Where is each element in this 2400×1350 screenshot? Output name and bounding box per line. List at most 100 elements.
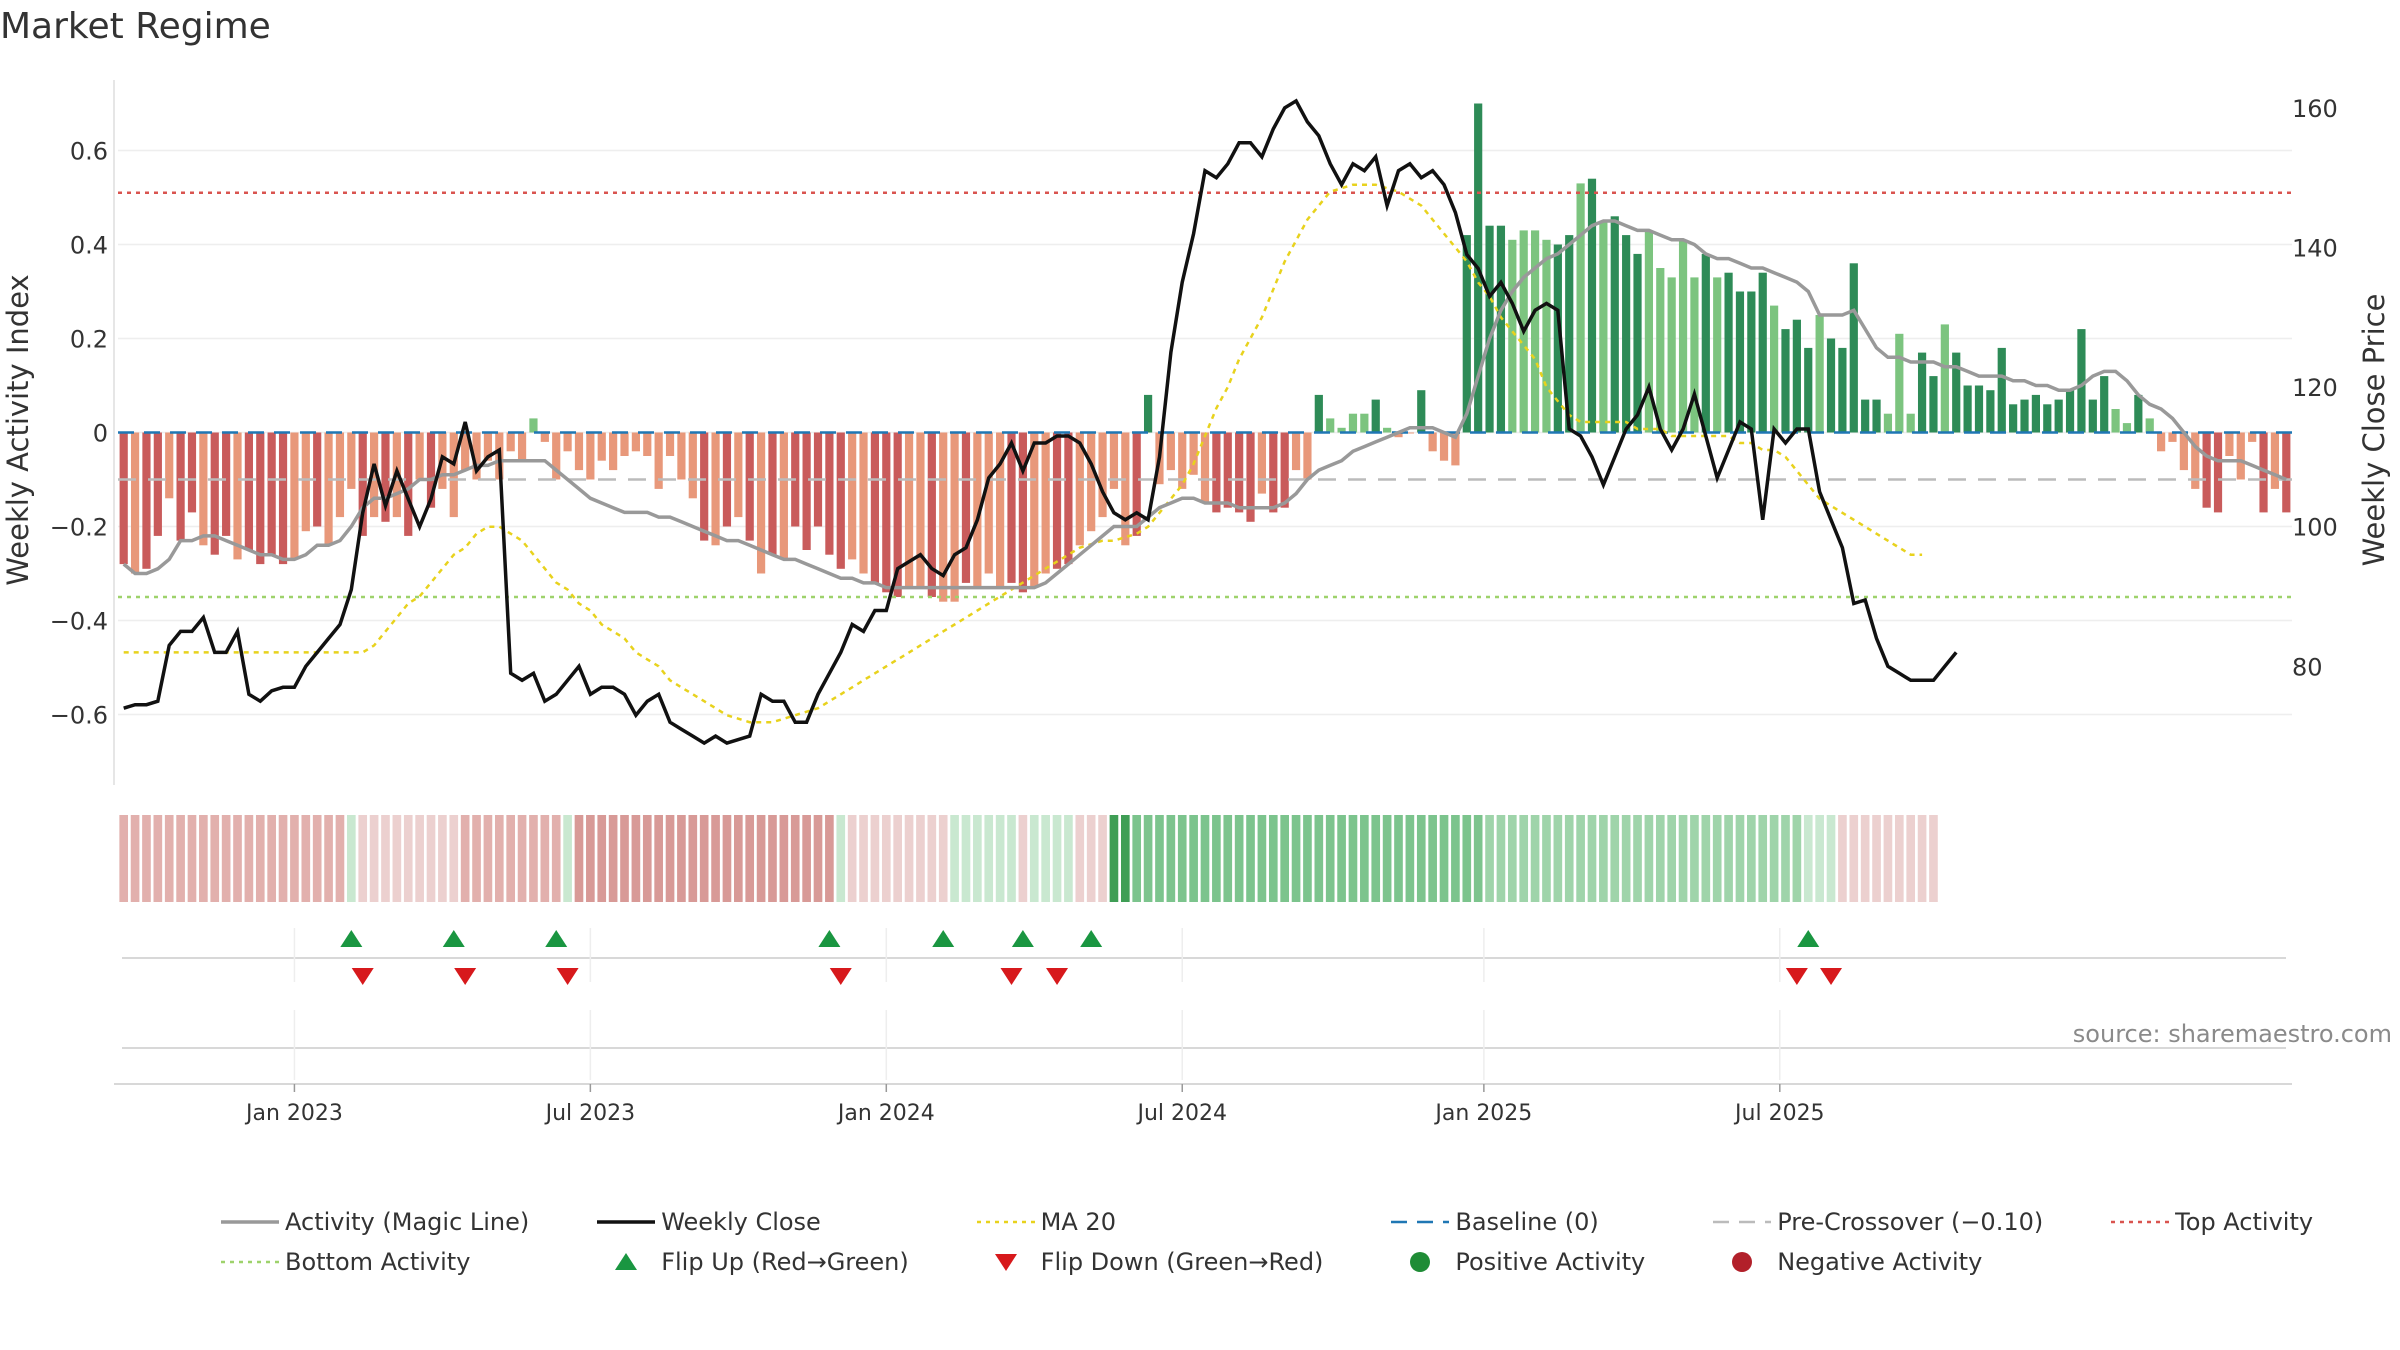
solid-line-icon — [221, 1220, 279, 1224]
activity-bar — [1770, 305, 1779, 433]
dashed-line-icon — [1713, 1220, 1772, 1224]
flip-down-marker — [1820, 968, 1843, 985]
activity-bar — [1371, 399, 1380, 433]
regime-cell — [1280, 815, 1290, 902]
regime-cell — [347, 815, 356, 902]
regime-cell — [369, 815, 379, 902]
regime-cell — [677, 815, 686, 902]
activity-bar — [1212, 432, 1221, 513]
regime-cell — [267, 815, 276, 902]
regime-cell — [1018, 815, 1028, 902]
regime-cell — [608, 815, 618, 902]
activity-bar — [187, 432, 197, 513]
activity-bar — [2134, 394, 2143, 433]
activity-bar — [1713, 277, 1722, 433]
regime-cell — [1724, 815, 1733, 902]
regime-cell — [392, 815, 402, 902]
regime-cell — [153, 815, 163, 902]
regime-cell — [1303, 815, 1312, 902]
activity-bar — [1804, 347, 1813, 433]
activity-bar — [347, 432, 356, 489]
regime-cell — [1701, 815, 1711, 902]
regime-cell — [1894, 815, 1904, 902]
legend-item-weekly-close: Weekly Close — [591, 1205, 960, 1239]
regime-cell — [836, 815, 846, 902]
regime-cell — [813, 815, 823, 902]
activity-bar — [2213, 432, 2223, 513]
activity-bar — [404, 432, 413, 536]
regime-cell — [768, 815, 777, 902]
regime-cell — [290, 815, 299, 902]
activity-bar — [142, 432, 151, 569]
triangle-down-icon — [994, 1254, 1017, 1271]
activity-bar — [1587, 178, 1597, 433]
activity-bar — [1052, 432, 1062, 569]
regime-cell — [472, 815, 481, 902]
legend-label: Flip Up (Red→Green) — [661, 1248, 909, 1276]
activity-bar — [734, 432, 743, 518]
activity-bar — [802, 432, 811, 550]
legend-label: Baseline (0) — [1455, 1208, 1599, 1236]
activity-bar — [415, 432, 424, 480]
regime-cell — [278, 815, 288, 902]
activity-bar — [1701, 253, 1710, 433]
regime-cell — [1200, 815, 1210, 902]
regime-cell — [745, 815, 755, 902]
activity-bar — [2168, 432, 2177, 442]
y-tick-label: 0.4 — [70, 232, 108, 260]
activity-bar — [483, 432, 493, 461]
regime-cell — [244, 815, 254, 902]
legend-item-positive: Positive Activity — [1385, 1245, 1697, 1279]
activity-bar — [130, 432, 140, 574]
activity-bar — [1690, 277, 1699, 433]
regime-cell — [642, 815, 652, 902]
circle-icon — [1732, 1252, 1753, 1272]
solid-line-icon — [597, 1220, 656, 1224]
activity-bar — [1246, 432, 1255, 522]
activity-bar — [335, 432, 345, 518]
regime-cell — [1234, 815, 1244, 902]
activity-bar — [2259, 432, 2268, 513]
activity-bar — [2020, 399, 2029, 433]
regime-cell — [586, 815, 595, 902]
activity-bar — [2031, 394, 2040, 433]
activity-bar — [244, 432, 253, 550]
activity-bar — [506, 432, 515, 452]
activity-bar — [756, 432, 766, 574]
activity-bar — [472, 432, 481, 480]
regime-cell — [1405, 815, 1415, 902]
regime-cell — [1416, 815, 1426, 902]
activity-bar — [2191, 432, 2200, 489]
regime-cell — [938, 815, 948, 902]
activity-bar — [2179, 432, 2188, 471]
x-tick-label: Jan 2025 — [1433, 1101, 1532, 1126]
activity-bar — [165, 432, 174, 499]
activity-bar — [1530, 230, 1540, 433]
regime-cell — [1439, 815, 1449, 902]
regime-cell — [540, 815, 550, 902]
regime-cell — [756, 815, 766, 902]
legend-item-baseline: Baseline (0) — [1385, 1205, 1697, 1239]
activity-bar — [176, 432, 185, 541]
regime-cell — [631, 815, 641, 902]
regime-cell — [1542, 815, 1551, 902]
activity-bar — [256, 432, 265, 565]
regime-cell — [893, 815, 903, 902]
regime-cell — [1576, 815, 1585, 902]
y-tick-label: −0.2 — [50, 514, 108, 542]
legend-item-flip-up: Flip Up (Red→Green) — [591, 1245, 960, 1279]
dotted-line-icon — [221, 1260, 279, 1264]
activity-bar — [1952, 352, 1961, 433]
regime-cell — [1792, 815, 1802, 902]
regime-cell — [904, 815, 914, 902]
axes: 0.6 0.4 0.2 0 −0.2 −0.4 −0.6 160 140 120 100 80 Jan … — [50, 80, 2338, 1126]
activity-bar — [1462, 235, 1471, 433]
activity-bar — [586, 432, 595, 480]
regime-cell — [1667, 815, 1676, 902]
regime-cell — [563, 815, 572, 902]
regime-cell — [1029, 815, 1039, 902]
regime-cell — [995, 815, 1005, 902]
regime-cell — [1507, 815, 1517, 902]
activity-bar — [1098, 432, 1107, 518]
activity-bar — [2009, 404, 2018, 433]
